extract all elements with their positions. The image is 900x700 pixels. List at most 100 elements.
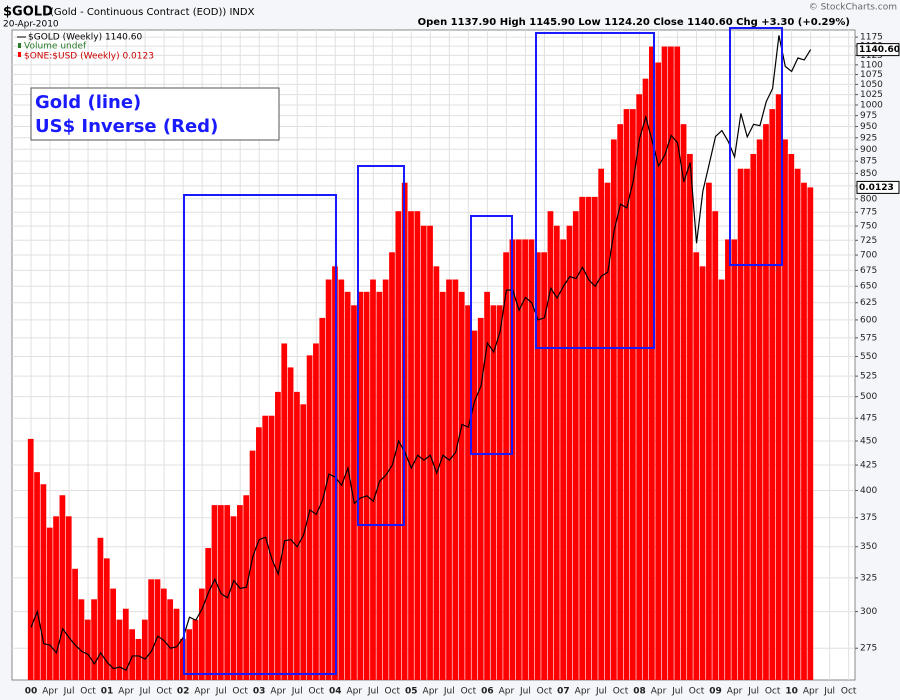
bar: [655, 62, 662, 680]
last-value-label: 0.0123: [859, 183, 894, 193]
y-tick-label: 475: [860, 414, 877, 424]
bar: [503, 252, 509, 680]
x-tick-label: Apr: [194, 687, 210, 697]
bar: [230, 516, 237, 680]
bar: [763, 124, 769, 680]
bar: [249, 450, 256, 680]
bar: [34, 472, 40, 680]
x-tick-label: 10: [785, 687, 798, 697]
bar: [395, 211, 402, 681]
bar: [769, 109, 776, 680]
zone-box: [357, 165, 405, 526]
y-tick-label: 400: [860, 486, 877, 496]
y-tick-label: 300: [860, 607, 877, 617]
bar: [547, 211, 554, 681]
y-tick-label: 1000: [860, 100, 883, 110]
chart-date: 20-Apr-2010: [3, 20, 59, 30]
y-tick-label: 425: [860, 461, 877, 471]
y-tick-label: 1175: [860, 33, 883, 43]
bar: [300, 404, 307, 680]
x-tick-label: Jul: [595, 687, 607, 697]
bar: [376, 291, 383, 680]
bar: [275, 391, 281, 680]
bar: [439, 291, 446, 680]
bar: [465, 305, 471, 680]
bar: [294, 391, 300, 680]
bar: [528, 239, 535, 680]
legend-swatch: [18, 43, 21, 48]
bar: [629, 109, 636, 680]
y-tick-label: 1100: [860, 60, 883, 70]
bar: [97, 537, 104, 680]
bar: [794, 168, 801, 680]
x-tick-label: 03: [253, 687, 266, 697]
y-tick-label: 800: [860, 194, 877, 204]
bar: [313, 343, 319, 680]
bar: [192, 619, 199, 680]
bar: [560, 239, 567, 680]
bar: [287, 367, 294, 680]
bar: [693, 252, 700, 680]
zones: [183, 27, 783, 675]
legend-entry: $ONE:$USD (Weekly) 0.0123: [24, 52, 154, 62]
zone-box: [535, 32, 655, 349]
zone-box: [470, 215, 513, 455]
bar: [534, 252, 541, 680]
x-tick-label: 01: [101, 687, 114, 697]
bar: [680, 124, 687, 680]
bar: [572, 211, 579, 681]
x-tick-label: Oct: [385, 687, 401, 697]
x-tick-label: Oct: [156, 687, 172, 697]
bar: [110, 588, 116, 680]
bar: [160, 588, 167, 680]
bar: [756, 139, 763, 680]
annotation: Gold (line): [35, 92, 141, 113]
y-tick-label: 325: [860, 573, 877, 583]
x-tick-label: Oct: [841, 687, 857, 697]
bar: [649, 46, 655, 681]
bar: [306, 355, 313, 680]
x-tick-label: Jul: [63, 687, 75, 697]
legend-entry: Volume undef: [24, 42, 87, 52]
bar: [661, 46, 668, 681]
x-tick-label: 08: [633, 687, 646, 697]
bar: [135, 638, 142, 680]
x-tick-label: Oct: [613, 687, 629, 697]
bar: [484, 291, 490, 680]
x-tick-label: 07: [557, 687, 570, 697]
bar: [731, 239, 738, 680]
annotation: US$ Inverse (Red): [35, 116, 218, 137]
y-tick-label: 875: [860, 157, 877, 167]
bar: [788, 153, 795, 680]
bar: [281, 343, 288, 680]
y-tick-label: 625: [860, 298, 877, 308]
bar: [262, 415, 269, 680]
bar: [490, 305, 497, 680]
y-tick-label: 675: [860, 266, 877, 276]
bar: [509, 239, 516, 680]
x-tick-label: Oct: [689, 687, 705, 697]
y-tick-label: 1050: [860, 80, 883, 90]
bar: [477, 317, 484, 680]
x-tick-label: Apr: [423, 687, 439, 697]
line: [30, 35, 812, 672]
x-tick-label: Oct: [80, 687, 96, 697]
y-tick-label: 925: [860, 133, 877, 143]
x-tick-label: Jul: [291, 687, 303, 697]
bar: [636, 94, 643, 680]
y-tick-label: 750: [860, 222, 877, 232]
last-value-tag: [856, 43, 900, 57]
bars: [27, 46, 814, 681]
x-tick-label: Jul: [823, 687, 835, 697]
bar: [471, 330, 478, 680]
y-tick-label: 275: [860, 644, 877, 654]
x-tick-label: Oct: [765, 687, 781, 697]
bar: [78, 599, 85, 680]
bar: [807, 187, 814, 680]
bar: [706, 182, 712, 680]
bar: [801, 182, 807, 680]
x-tick-label: Jul: [671, 687, 683, 697]
x-tick-label: 05: [405, 687, 418, 697]
bar: [40, 484, 47, 680]
